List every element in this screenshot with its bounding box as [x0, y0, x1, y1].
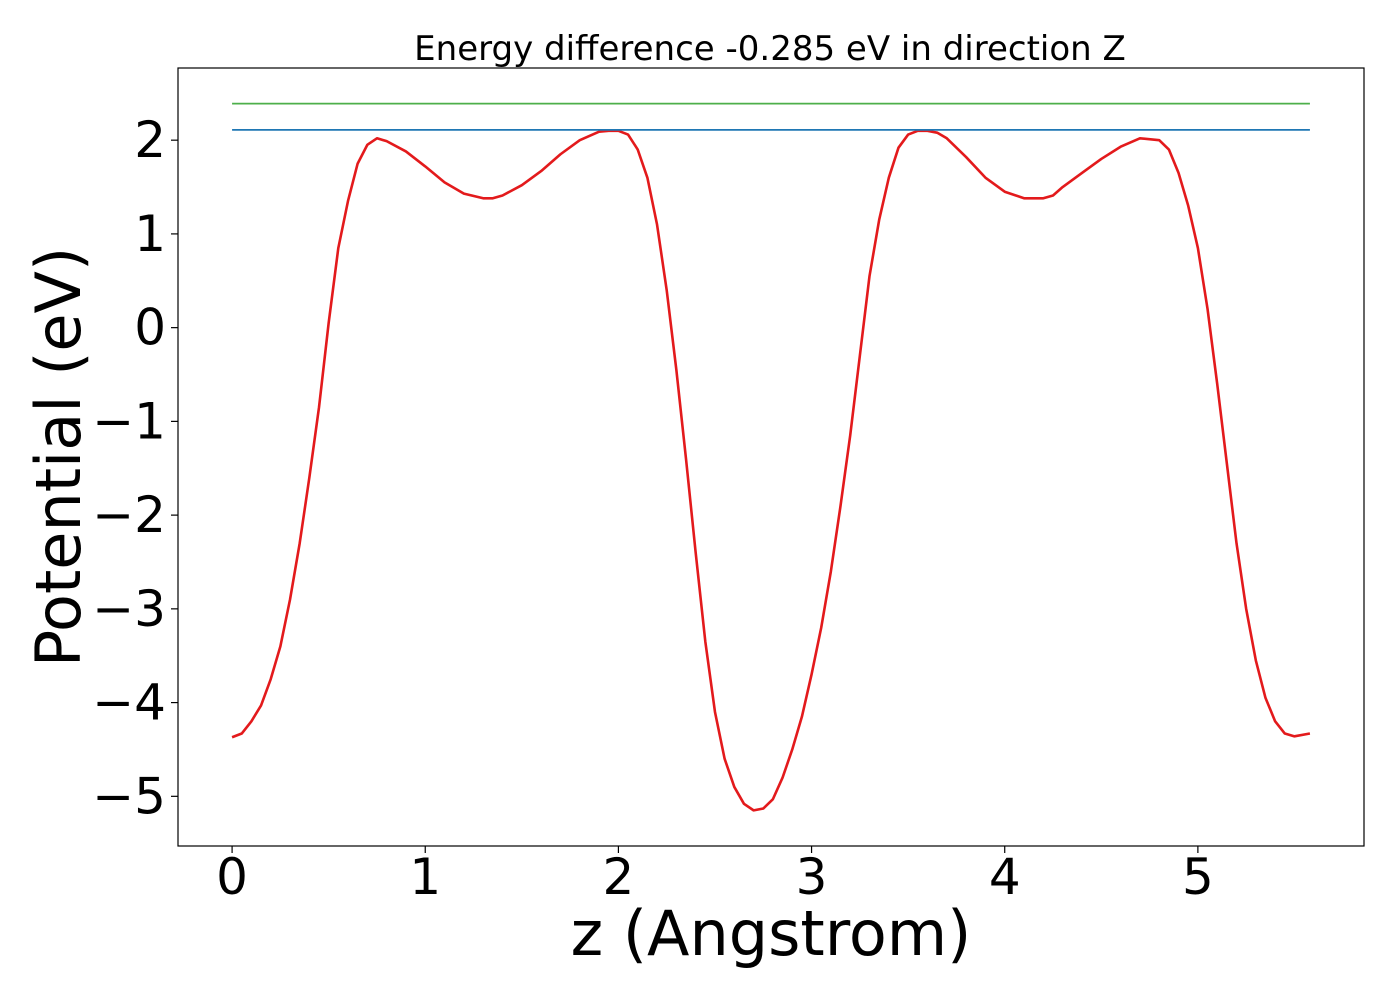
potential-curve — [231, 129, 1311, 812]
x-tick-label: 4 — [989, 848, 1021, 906]
chart-title: Energy difference -0.285 eV in direction… — [414, 29, 1126, 69]
x-tick-label: 3 — [796, 848, 828, 906]
y-tick-label: −4 — [92, 674, 166, 732]
y-tick-label: 1 — [134, 205, 166, 263]
x-axis: 0 1 2 3 4 5 — [216, 846, 1214, 906]
y-axis: −5 −4 −3 −2 −1 0 1 2 — [92, 111, 178, 825]
x-tick-label: 1 — [409, 848, 441, 906]
y-tick-label: −3 — [92, 580, 166, 638]
x-axis-label: z (Angstrom) — [571, 897, 972, 970]
y-tick-label: −5 — [92, 767, 166, 825]
y-tick-label: 2 — [134, 111, 166, 169]
y-tick-label: −1 — [92, 392, 166, 450]
plot-area — [231, 102, 1311, 812]
y-tick-label: −2 — [92, 486, 166, 544]
x-tick-label: 0 — [216, 848, 248, 906]
x-tick-label: 5 — [1182, 848, 1214, 906]
plot-frame — [177, 67, 1365, 847]
x-tick-label: 2 — [602, 848, 634, 906]
y-tick-label: 0 — [134, 299, 166, 357]
y-axis-label: Potential (eV) — [22, 247, 95, 667]
